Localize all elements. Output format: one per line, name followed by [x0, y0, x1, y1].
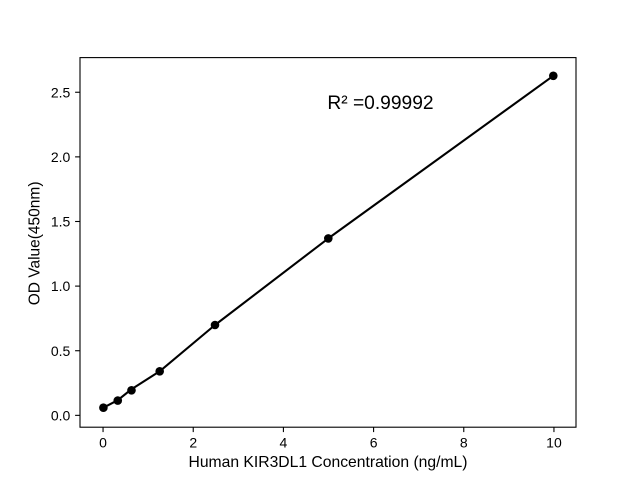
svg-text:10: 10 — [546, 435, 562, 451]
svg-text:2: 2 — [189, 435, 197, 451]
svg-text:OD Value(450nm): OD Value(450nm) — [27, 182, 44, 306]
svg-text:Human KIR3DL1 Concentration (n: Human KIR3DL1 Concentration (ng/mL) — [188, 454, 467, 471]
svg-text:8: 8 — [460, 435, 468, 451]
svg-text:0.0: 0.0 — [51, 407, 71, 423]
svg-text:6: 6 — [370, 435, 378, 451]
svg-text:0.5: 0.5 — [51, 343, 71, 359]
svg-text:0: 0 — [99, 435, 107, 451]
svg-text:R² =0.99992: R² =0.99992 — [327, 93, 433, 114]
svg-text:1.0: 1.0 — [51, 278, 71, 294]
svg-text:4: 4 — [280, 435, 288, 451]
svg-text:2.5: 2.5 — [51, 84, 71, 100]
svg-text:1.5: 1.5 — [51, 214, 71, 230]
svg-text:2.0: 2.0 — [51, 149, 71, 165]
